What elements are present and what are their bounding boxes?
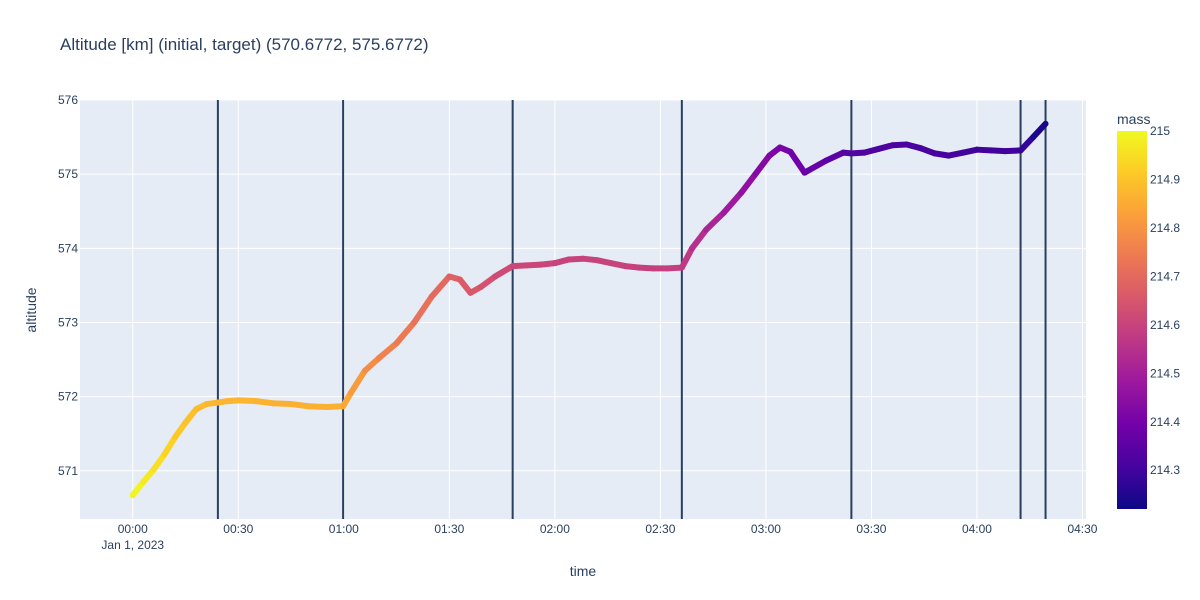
x-tick-label: 03:00 (751, 522, 781, 536)
x-tick-label: 01:30 (434, 522, 464, 536)
altitude-line-segment[interactable] (787, 148, 808, 176)
colorbar: mass 215214.9214.8214.7214.6214.5214.421… (1117, 111, 1180, 509)
altitude-line-segment[interactable] (411, 293, 435, 326)
altitude-line-segment[interactable] (703, 209, 727, 233)
altitude-line-segment[interactable] (738, 171, 759, 196)
colorbar-tick-label: 214.9 (1150, 172, 1180, 186)
altitude-line-segment[interactable] (428, 273, 453, 300)
x-tick-sublabel: Jan 1, 2023 (101, 538, 164, 552)
colorbar-tick-label: 214.3 (1150, 463, 1180, 477)
colorbar-title: mass (1117, 111, 1150, 127)
y-tick-label: 574 (58, 241, 78, 255)
x-tick-label: 00:30 (223, 522, 253, 536)
altitude-line-segment[interactable] (752, 152, 773, 178)
altitude-line-segment[interactable] (1030, 120, 1049, 141)
x-axis-label: time (570, 563, 597, 579)
colorbar-ticks: 215 214.9 214.8 214.7 214.6 214.5 214.4 214.3 (1150, 124, 1180, 477)
altitude-series[interactable] (129, 120, 1049, 499)
x-tick-label: 04:30 (1067, 522, 1097, 536)
colorbar-scale (1117, 131, 1147, 509)
y-tick-label: 573 (58, 315, 78, 329)
colorbar-tick-label: 214.7 (1150, 269, 1180, 283)
colorbar-tick-label: 214.8 (1150, 221, 1180, 235)
chart-title: Altitude [km] (initial, target) (570.677… (60, 35, 429, 54)
colorbar-tick-label: 214.6 (1150, 318, 1180, 332)
y-axis-ticks: 571 572 573 574 575 576 (58, 93, 78, 478)
y-tick-label: 575 (58, 167, 78, 181)
x-tick-label: 01:00 (329, 522, 359, 536)
altitude-line-segment[interactable] (720, 189, 745, 216)
x-tick-label: 02:00 (540, 522, 570, 536)
altitude-line-segment[interactable] (1017, 134, 1037, 154)
y-axis-label: altitude (23, 287, 39, 332)
altitude-line-segment[interactable] (822, 149, 847, 164)
x-tick-label: 03:30 (856, 522, 886, 536)
y-tick-label: 572 (58, 390, 78, 404)
altitude-line-segment[interactable] (393, 319, 418, 347)
y-tick-label: 571 (58, 464, 78, 478)
plot-area[interactable] (80, 100, 1086, 519)
x-tick-label: 00:00 (118, 522, 148, 536)
altitude-line-segment[interactable] (492, 263, 516, 280)
colorbar-tick-label: 214.4 (1150, 415, 1180, 429)
x-tick-label: 02:30 (645, 522, 675, 536)
x-tick-label: 04:00 (962, 522, 992, 536)
altitude-line-segment[interactable] (375, 340, 400, 362)
colorbar-tick-label: 214.5 (1150, 366, 1180, 380)
altitude-line-segment[interactable] (150, 451, 168, 473)
colorbar-tick-label: 215 (1150, 124, 1170, 138)
altitude-line-segment[interactable] (689, 226, 710, 252)
altitude-line-segment[interactable] (347, 367, 368, 396)
altitude-line-segment[interactable] (361, 355, 382, 374)
altitude-line-segment[interactable] (801, 157, 829, 176)
x-axis-ticks: 00:00 Jan 1, 2023 00:30 01:00 01:30 02:00 02:3… (101, 522, 1097, 552)
grid-lines (80, 99, 1086, 519)
altitude-line-segment[interactable] (678, 245, 696, 271)
y-tick-label: 576 (58, 93, 78, 107)
altitude-line-segment[interactable] (171, 419, 189, 441)
vertical-markers (216, 100, 1047, 519)
altitude-line-segment[interactable] (161, 434, 178, 458)
